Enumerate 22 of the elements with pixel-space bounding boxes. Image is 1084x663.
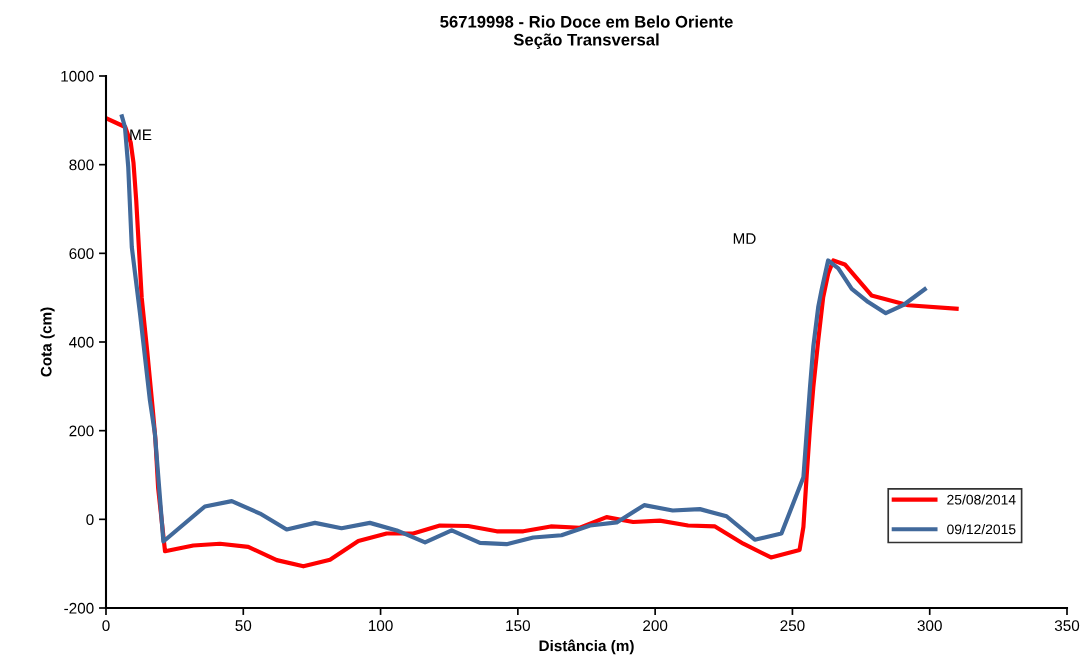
chart-title: 56719998 - Rio Doce em Belo Oriente Seção Transversal xyxy=(440,15,733,49)
y-tick-label: -200 xyxy=(64,602,94,614)
y-tick-label: 800 xyxy=(69,159,94,171)
y-axis-title: Cota (cm) xyxy=(40,307,55,377)
legend-label: 25/08/2014 xyxy=(947,494,1016,505)
annotation: ME xyxy=(130,129,152,141)
y-tick-label: 400 xyxy=(69,336,94,348)
y-tick-label: 0 xyxy=(86,514,94,526)
annotation: MD xyxy=(733,233,756,244)
x-axis-title: Distância (m) xyxy=(539,639,634,655)
x-tick-label: 100 xyxy=(368,620,393,632)
legend-label: 09/12/2015 xyxy=(947,524,1016,535)
x-tick-label: 300 xyxy=(917,620,942,632)
x-tick-label: 200 xyxy=(643,620,668,632)
x-tick-label: 50 xyxy=(235,620,252,632)
y-tick-label: 200 xyxy=(69,425,94,437)
x-tick-label: 150 xyxy=(506,620,531,632)
x-tick-label: 250 xyxy=(780,620,805,632)
x-tick-label: 0 xyxy=(102,620,110,632)
y-tick-label: 600 xyxy=(69,248,94,260)
x-tick-label: 350 xyxy=(1054,620,1080,632)
y-tick-label: 1000 xyxy=(61,70,94,82)
